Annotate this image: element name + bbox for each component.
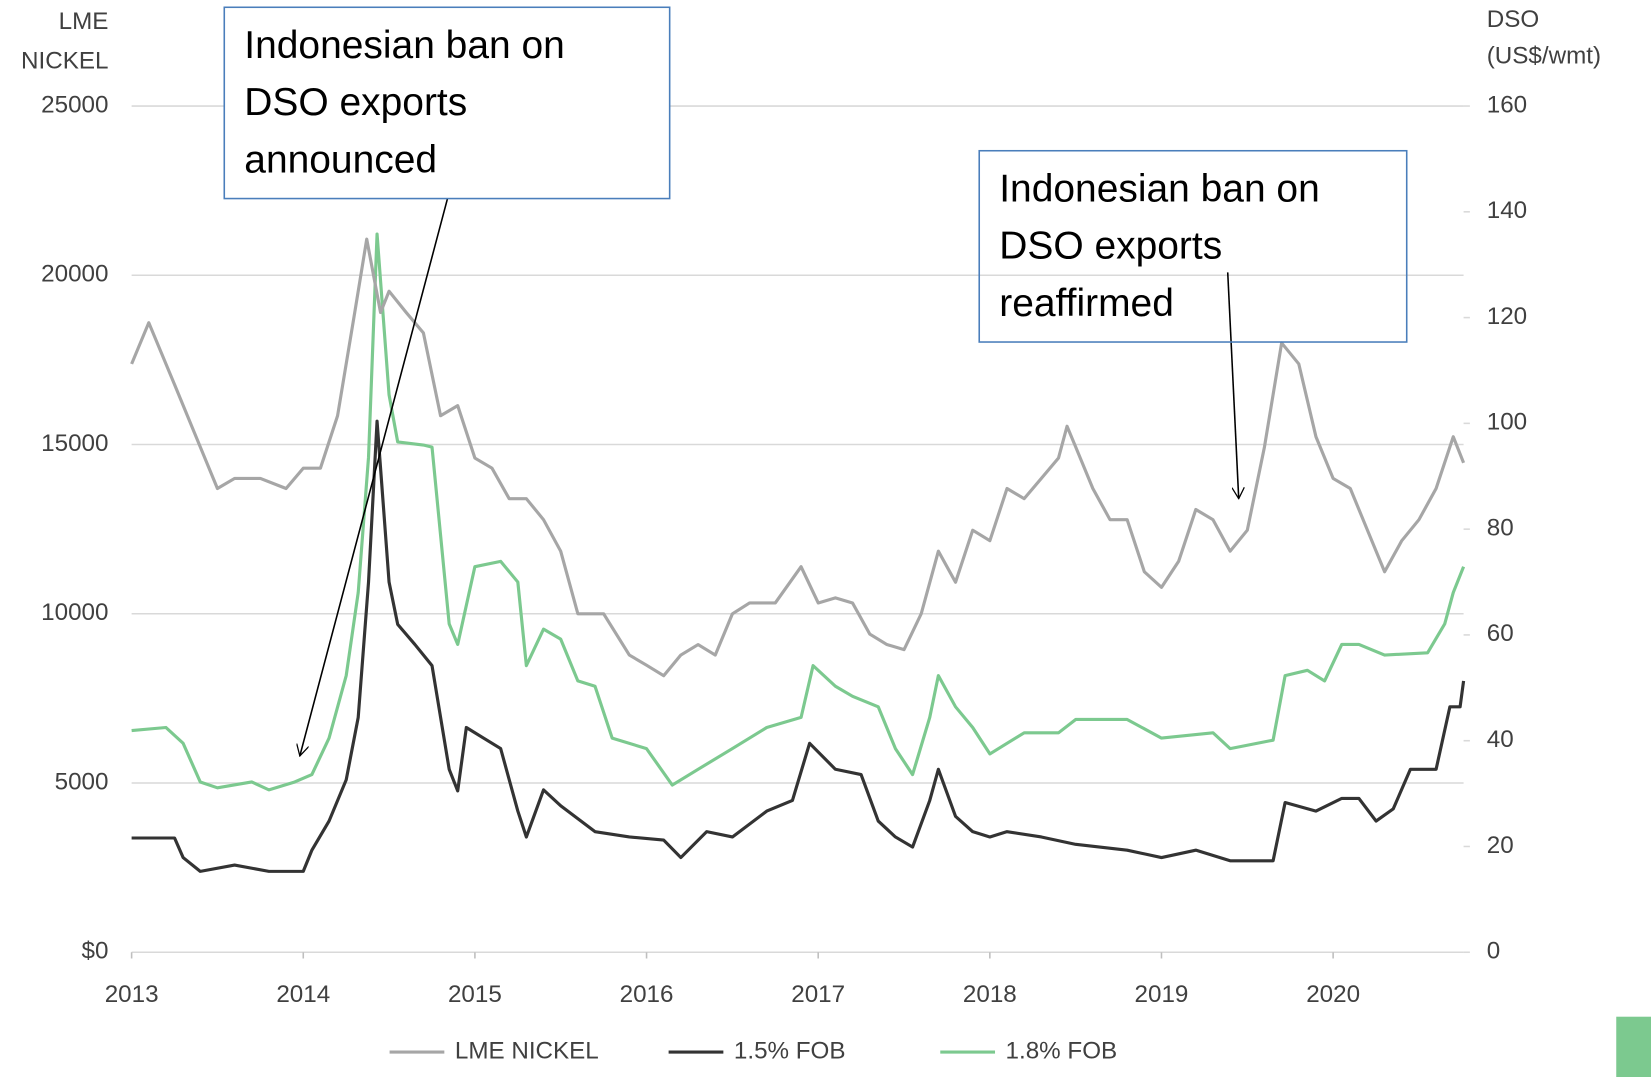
y2-tick-label: 140 — [1487, 197, 1527, 224]
y2-tick-label: 40 — [1487, 726, 1514, 753]
y2-tick-label: 160 — [1487, 91, 1527, 118]
annotation-text: Indonesian ban on — [999, 168, 1320, 211]
series-line — [131, 419, 1466, 873]
legend: LME NICKEL 1.5% FOB 1.8% FOB — [389, 1038, 1118, 1065]
y-tick-label: $0 — [82, 938, 109, 965]
annotation-text: announced — [244, 139, 437, 182]
x-tick-label: 2019 — [1135, 981, 1189, 1008]
y-axis-label: NICKEL — [21, 48, 108, 75]
y2-tick-label: 100 — [1487, 409, 1527, 436]
annotation-text: DSO exports — [244, 81, 467, 124]
annotation-text: Indonesian ban on — [244, 24, 565, 67]
y-tick-label: 25000 — [41, 91, 108, 118]
legend-label: LME NICKEL — [455, 1038, 599, 1065]
annotation-arrow — [1226, 272, 1239, 498]
y2-axis-label: (US$/wmt) — [1487, 43, 1601, 70]
x-tick-label: 2013 — [105, 981, 159, 1008]
series-line — [130, 237, 1466, 678]
x-tick-label: 2020 — [1306, 981, 1360, 1008]
x-tick-label: 2016 — [620, 981, 674, 1008]
x-tick-label: 2018 — [963, 981, 1017, 1008]
y2-tick-label: 60 — [1487, 620, 1514, 647]
grid: $0 5000 10000 15000 20000 25000 0 20 40 60 80 100 12… — [41, 91, 1527, 1008]
annotation-arrow — [300, 198, 449, 756]
annotation-box — [978, 149, 1408, 343]
annotation-text: reaffirmed — [999, 282, 1174, 325]
y-axis-label: LME — [59, 8, 109, 35]
series-line — [131, 232, 1466, 792]
y2-axis-label: DSO — [1487, 6, 1539, 33]
y-tick-label: 5000 — [55, 768, 109, 795]
y-tick-label: 20000 — [41, 261, 108, 288]
x-tick-label: 2017 — [791, 981, 845, 1008]
x-tick-label: 2014 — [276, 981, 330, 1008]
y-tick-label: 15000 — [41, 430, 108, 457]
legend-label: 1.8% FOB — [1006, 1038, 1118, 1065]
annotation-box — [223, 6, 671, 200]
legend-label: 1.5% FOB — [734, 1038, 846, 1065]
y2-tick-label: 80 — [1487, 515, 1514, 542]
annotations: Indonesian ban on DSO exports announced Ind… — [223, 6, 1408, 756]
corner-decoration — [1616, 1016, 1651, 1077]
y2-tick-label: 20 — [1487, 832, 1514, 859]
lines — [130, 232, 1466, 873]
y2-tick-label: 0 — [1487, 938, 1500, 965]
x-tick-label: 2015 — [448, 981, 502, 1008]
annotation-text: DSO exports — [999, 225, 1222, 268]
y2-tick-label: 120 — [1487, 303, 1527, 330]
y-tick-label: 10000 — [41, 599, 108, 626]
